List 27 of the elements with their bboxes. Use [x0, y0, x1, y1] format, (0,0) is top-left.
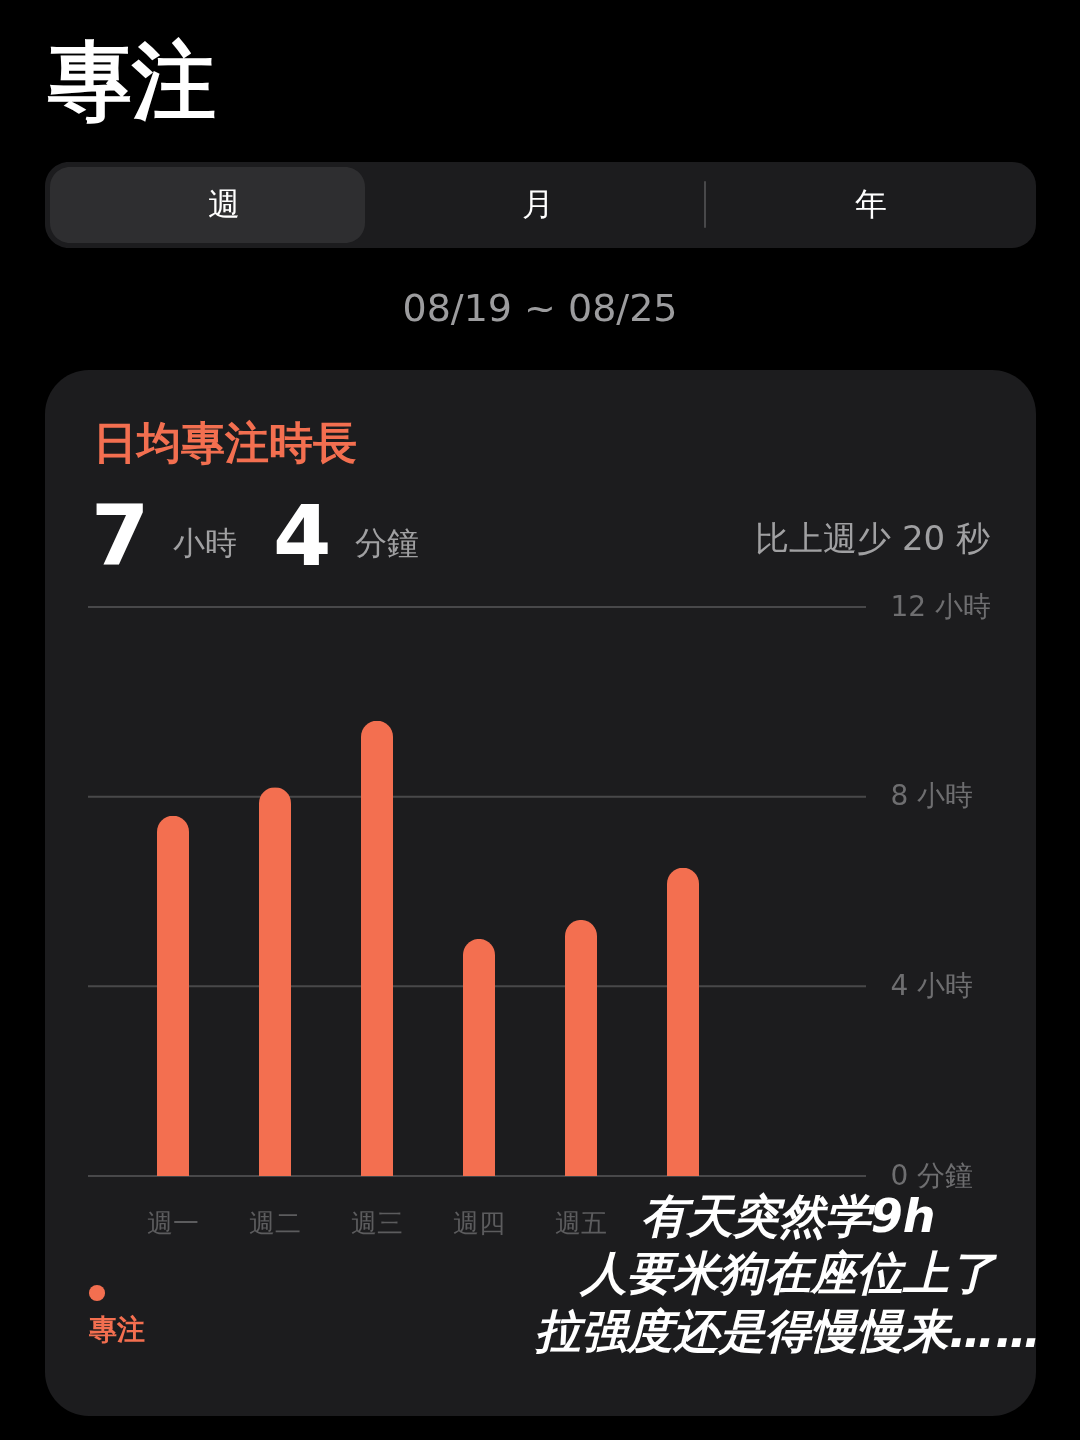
legend-label: 專注 — [88, 1313, 145, 1346]
chart-title: 專注 — [47, 32, 216, 130]
bar — [463, 938, 495, 1176]
chart-subtitle: 日均專注時長 — [93, 417, 357, 468]
text: 年 — [855, 185, 887, 223]
bar — [157, 815, 189, 1176]
y-tick-label: 4 小時 — [890, 968, 974, 1002]
x-tick-label: 週二 — [249, 1207, 301, 1238]
y-tick-label: 12 小時 — [890, 589, 992, 623]
x-tick-label: 週五 — [555, 1207, 607, 1238]
bar — [565, 919, 597, 1176]
text: 08/19 ~ 08/25 — [402, 286, 678, 330]
bar — [667, 867, 699, 1176]
bar — [259, 787, 291, 1176]
text: 比上週少 20 秒 — [755, 518, 990, 558]
x-tick-label: 週三 — [351, 1207, 403, 1238]
text: 有天突然学9h — [640, 1189, 936, 1243]
x-tick-label: 週一 — [147, 1207, 199, 1238]
y-tick-label: 8 小時 — [890, 779, 974, 813]
bar — [361, 720, 393, 1176]
text: 人要米狗在座位上了 — [579, 1246, 997, 1300]
x-tick-label: 週四 — [453, 1207, 505, 1238]
text: 7 小時 4 分鐘 — [91, 487, 419, 585]
y-tick-label: 0 分鐘 — [890, 1158, 974, 1192]
text: 週 — [208, 185, 240, 223]
text: 拉强度还是得慢慢来…… — [535, 1304, 1041, 1358]
text: 月 — [522, 185, 554, 223]
